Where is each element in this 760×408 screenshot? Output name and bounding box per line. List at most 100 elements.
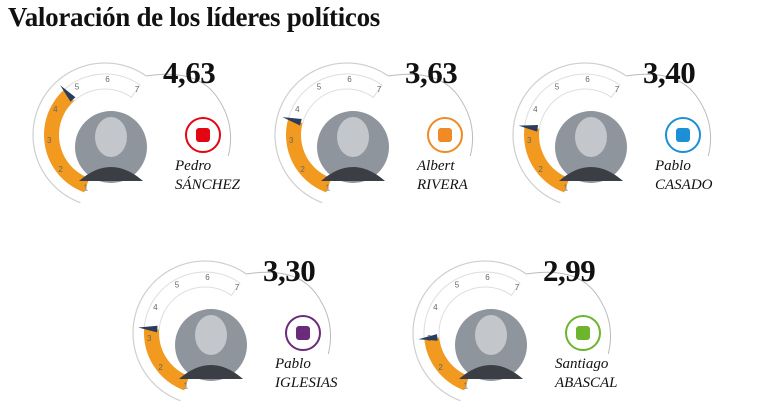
- gauge-tick-label: 2: [538, 165, 543, 174]
- leader-name: Pablo IGLESIAS: [275, 355, 338, 393]
- gauge-value-arc: [286, 118, 332, 193]
- leader-last-name: RIVERA: [417, 177, 468, 193]
- gauge: 1 2 3 4 5 6 7: [132, 260, 332, 402]
- gauge-tick-label: 7: [377, 85, 382, 94]
- vox-logo: [565, 315, 601, 351]
- leader-card-casado: 1 2 3 4 5 6 7 3,40 Pablo CASADO: [500, 40, 740, 210]
- gauge-needle: [282, 117, 302, 126]
- leader-name: Albert RIVERA: [417, 157, 468, 195]
- gauge-tick-label: 5: [455, 281, 460, 290]
- gauge-tick-label: 5: [75, 83, 80, 92]
- gauge-tick-label: 4: [153, 303, 158, 312]
- gauge-outer-track: [132, 260, 247, 402]
- gauge-tick-label: 2: [58, 165, 63, 174]
- gauge-value-arc: [44, 89, 90, 193]
- gauge-tick-label: 7: [235, 283, 240, 292]
- psoe-logo: [185, 117, 221, 153]
- leader-first-name: Santiago: [555, 356, 609, 372]
- leader-first-name: Pedro: [175, 158, 212, 174]
- gauge-value-arc: [424, 337, 470, 391]
- gauge-tick-label: 4: [433, 303, 438, 312]
- gauge-tick-label: 2: [300, 165, 305, 174]
- rating-value: 3,40: [643, 55, 696, 90]
- portrait-photo: [175, 309, 247, 381]
- leader-line: [146, 73, 232, 157]
- podemos-logo: [285, 315, 321, 351]
- gauge-remaining-arc: [287, 73, 383, 124]
- leader-name: Santiago ABASCAL: [555, 355, 618, 393]
- gauge-value-arc: [144, 327, 190, 391]
- chart-title: Valoración de los líderes políticos: [8, 2, 381, 32]
- gauge-remaining-arc: [423, 271, 521, 340]
- gauge-tick-label: 7: [135, 85, 140, 94]
- gauge-tick-label: 6: [347, 75, 352, 84]
- leader-first-name: Albert: [417, 158, 455, 174]
- gauge-tick-label: 1: [464, 382, 469, 391]
- gauge-needle: [418, 334, 438, 341]
- ciudadanos-logo: [427, 117, 463, 153]
- gauge-tick-label: 4: [53, 105, 58, 114]
- gauge-tick-label: 3: [289, 136, 294, 145]
- gauge-tick-label: 2: [438, 363, 443, 372]
- leader-first-name: Pablo: [275, 356, 311, 372]
- gauge-tick-label: 2: [158, 363, 163, 372]
- gauge-tick-label: 6: [585, 75, 590, 84]
- gauge-tick-label: 1: [564, 184, 569, 193]
- leader-line: [526, 271, 612, 355]
- leader-line: [246, 271, 332, 355]
- gauge-outer-track: [512, 62, 627, 204]
- gauge-tick-label: 5: [317, 83, 322, 92]
- gauge-tick-label: 3: [527, 136, 532, 145]
- leader-line: [626, 73, 712, 157]
- leader-last-name: CASADO: [655, 177, 713, 193]
- leader-first-name: Pablo: [655, 158, 691, 174]
- gauge-remaining-arc: [143, 271, 241, 330]
- gauge: 1 2 3 4 5 6 7: [274, 62, 474, 204]
- portrait-photo: [455, 309, 527, 381]
- leader-line: [388, 73, 474, 157]
- portrait-photo: [75, 111, 147, 183]
- gauge: 1 2 3 4 5 6 7: [32, 62, 232, 204]
- gauge-needle: [60, 85, 76, 102]
- gauge-outer-track: [274, 62, 389, 204]
- leader-last-name: IGLESIAS: [275, 375, 338, 391]
- leader-last-name: ABASCAL: [555, 375, 618, 391]
- gauge-tick-label: 1: [326, 184, 331, 193]
- leader-card-sánchez: 1 2 3 4 5 6 7 4,63 Pedro SÁNCHEZ: [20, 40, 260, 210]
- rating-value: 4,63: [163, 55, 216, 90]
- leader-name: Pedro SÁNCHEZ: [175, 157, 240, 195]
- gauge-tick-label: 5: [555, 83, 560, 92]
- gauge-remaining-arc: [524, 73, 621, 130]
- gauge-tick-label: 3: [47, 136, 52, 145]
- gauge-outer-track: [32, 62, 147, 204]
- gauge-remaining-arc: [63, 73, 141, 102]
- gauge-tick-label: 4: [295, 105, 300, 114]
- rating-value: 3,63: [405, 55, 458, 90]
- leader-last-name: SÁNCHEZ: [175, 177, 241, 193]
- leader-card-iglesias: 1 2 3 4 5 6 7 3,30 Pablo IGLESIAS: [120, 238, 360, 408]
- gauge-tick-label: 1: [184, 382, 189, 391]
- gauge-tick-label: 3: [147, 334, 152, 343]
- gauge-needle: [518, 125, 539, 132]
- gauge-value-arc: [524, 126, 570, 193]
- pp-logo: [665, 117, 701, 153]
- gauge-tick-label: 6: [105, 75, 110, 84]
- gauge-needle: [138, 325, 158, 333]
- gauge-tick-label: 7: [615, 85, 620, 94]
- leader-name: Pablo CASADO: [655, 157, 713, 195]
- gauge-tick-label: 4: [533, 105, 538, 114]
- gauge-tick-label: 5: [175, 281, 180, 290]
- gauge: 1 2 3 4 5 6 7: [512, 62, 712, 204]
- rating-value: 2,99: [543, 253, 596, 288]
- leader-card-rivera: 1 2 3 4 5 6 7 3,63 Albert RIVERA: [262, 40, 502, 210]
- gauge-outer-track: [412, 260, 527, 402]
- gauge-tick-label: 6: [205, 273, 210, 282]
- gauge-tick-label: 1: [84, 184, 89, 193]
- gauge-tick-label: 6: [485, 273, 490, 282]
- rating-value: 3,30: [263, 253, 316, 288]
- portrait-photo: [555, 111, 627, 183]
- gauge-tick-label: 7: [515, 283, 520, 292]
- portrait-photo: [317, 111, 389, 183]
